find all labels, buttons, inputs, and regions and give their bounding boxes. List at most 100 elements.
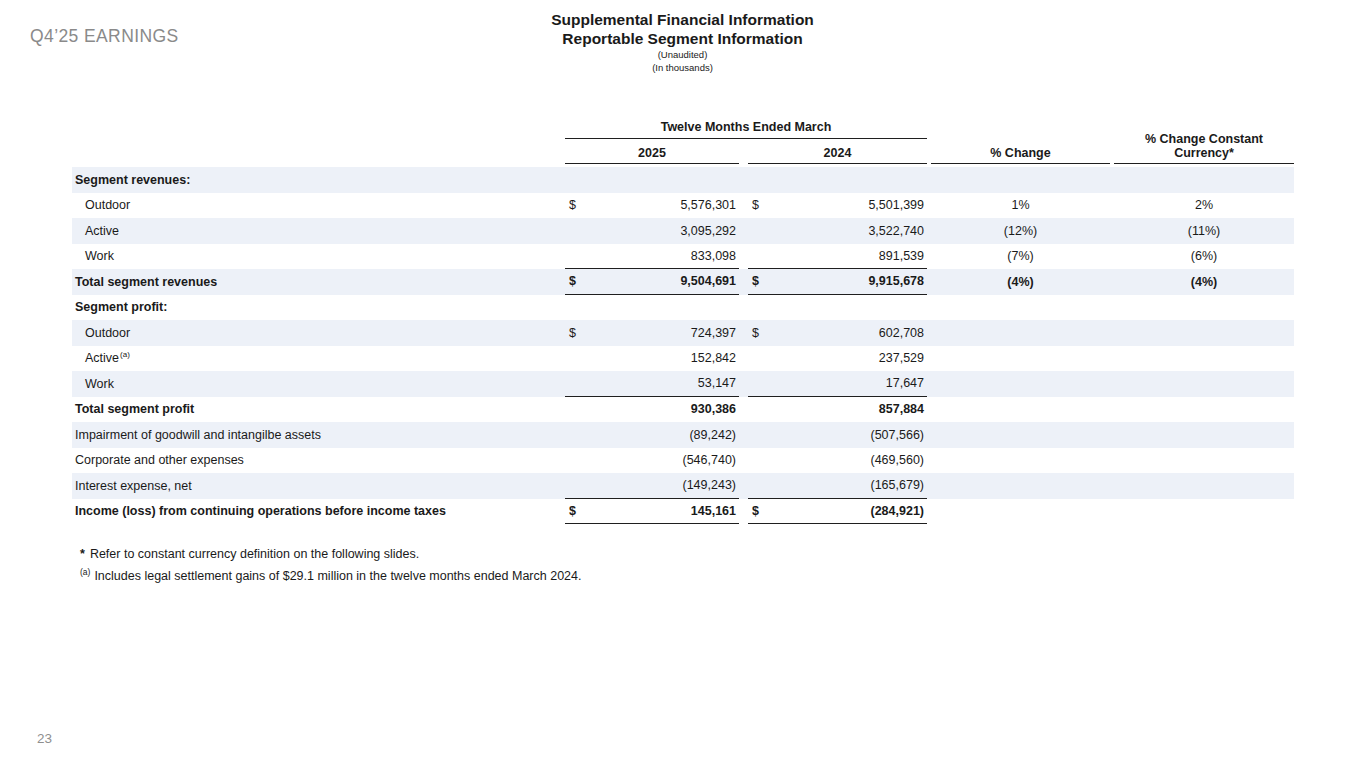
row-label: Segment profit: xyxy=(72,295,565,321)
pct-change-cc xyxy=(1114,397,1294,423)
value-2025: 152,842 xyxy=(565,346,739,372)
value-number: 3,095,292 xyxy=(680,224,736,238)
value-2025: 833,098 xyxy=(565,244,739,270)
row-label-text: Interest expense, net xyxy=(75,479,192,493)
value-number: 891,539 xyxy=(879,249,924,263)
value-number: (149,243) xyxy=(682,478,736,492)
pct-change-cc xyxy=(1114,473,1294,499)
value-number: 145,161 xyxy=(691,504,736,518)
column-gap xyxy=(739,244,748,270)
pct-change-cc xyxy=(1114,320,1294,346)
footnote-ref: (a) xyxy=(120,350,130,359)
value-2025: $145,161 xyxy=(565,499,739,525)
pct-change-cc xyxy=(1114,295,1294,321)
value-2025: (89,242) xyxy=(565,422,739,448)
table-row: Income (loss) from continuing operations… xyxy=(72,499,1294,525)
value-number: 930,386 xyxy=(691,402,736,416)
pct-change: (7%) xyxy=(931,244,1110,270)
value-number: 5,501,399 xyxy=(868,198,924,212)
value-2025: 930,386 xyxy=(565,397,739,423)
column-gap xyxy=(739,218,748,244)
row-label: Active xyxy=(72,218,565,244)
table-body: Segment revenues:Outdoor$5,576,301$5,501… xyxy=(72,167,1294,524)
dollar-sign: $ xyxy=(569,274,576,288)
value-2024 xyxy=(748,167,927,193)
header-pct-change-label: % Change xyxy=(931,146,1110,160)
value-2025: $9,504,691 xyxy=(565,269,739,295)
table-row: Total segment revenues$9,504,691$9,915,6… xyxy=(72,269,1294,295)
value-number: (469,560) xyxy=(870,453,924,467)
column-gap xyxy=(739,397,748,423)
column-gap xyxy=(739,473,748,499)
pct-change-cc: 2% xyxy=(1114,193,1294,219)
pct-change-cc xyxy=(1114,422,1294,448)
pct-change xyxy=(931,295,1110,321)
title-line-1: Supplemental Financial Information xyxy=(0,10,1365,29)
value-2024: $9,915,678 xyxy=(748,269,927,295)
dollar-sign: $ xyxy=(752,198,759,212)
value-2024: $602,708 xyxy=(748,320,927,346)
dollar-sign: $ xyxy=(569,326,576,340)
row-label: Corporate and other expenses xyxy=(72,448,565,474)
column-gap xyxy=(739,295,748,321)
pct-change xyxy=(931,167,1110,193)
table-row: Total segment profit 930,386 857,884 xyxy=(72,397,1294,423)
row-label: Work xyxy=(72,371,565,397)
value-number: 602,708 xyxy=(879,326,924,340)
value-2024 xyxy=(748,295,927,321)
value-2024: $5,501,399 xyxy=(748,193,927,219)
title-line-2: Reportable Segment Information xyxy=(0,29,1365,48)
header-pct-change: % Change xyxy=(931,117,1110,164)
value-2024: (165,679) xyxy=(748,473,927,499)
value-2025: 3,095,292 xyxy=(565,218,739,244)
pct-change-cc: (4%) xyxy=(1114,269,1294,295)
value-2024: 857,884 xyxy=(748,397,927,423)
value-number: (507,566) xyxy=(870,428,924,442)
header-2025: 2025 xyxy=(565,146,739,164)
pct-change xyxy=(931,371,1110,397)
value-number: (284,921) xyxy=(870,504,924,518)
row-label-text: Segment revenues: xyxy=(75,173,190,187)
row-label-text: Outdoor xyxy=(85,198,130,212)
pct-change-cc: (11%) xyxy=(1114,218,1294,244)
value-number: 17,647 xyxy=(886,376,924,390)
value-2024: 3,522,740 xyxy=(748,218,927,244)
row-label: Segment revenues: xyxy=(72,167,565,193)
value-number: 857,884 xyxy=(879,402,924,416)
footnote-marker: (a) xyxy=(80,567,90,577)
table-row: Outdoor$5,576,301$5,501,3991%2% xyxy=(72,193,1294,219)
pct-change-cc xyxy=(1114,371,1294,397)
row-label: Income (loss) from continuing operations… xyxy=(72,499,565,525)
footnote-marker: * xyxy=(80,547,85,561)
table-row: Active(a)152,842237,529 xyxy=(72,346,1294,372)
footnote: (a) Includes legal settlement gains of $2… xyxy=(80,565,581,587)
pct-change-cc xyxy=(1114,499,1294,525)
pct-change: (12%) xyxy=(931,218,1110,244)
value-number: 53,147 xyxy=(698,376,736,390)
pct-change xyxy=(931,422,1110,448)
row-label-text: Active xyxy=(85,351,119,365)
column-gap xyxy=(739,448,748,474)
value-2024: 891,539 xyxy=(748,244,927,270)
value-number: 9,915,678 xyxy=(868,274,924,288)
footnotes: * Refer to constant currency definition o… xyxy=(80,543,581,587)
header-label-spacer xyxy=(72,117,565,164)
pct-change-cc xyxy=(1114,346,1294,372)
column-gap xyxy=(739,269,748,295)
table-row: Corporate and other expenses(546,740)(46… xyxy=(72,448,1294,474)
footnote-text: Includes legal settlement gains of $29.1… xyxy=(94,569,581,583)
table-row: Impairment of goodwill and intangilbe as… xyxy=(72,422,1294,448)
row-label: Interest expense, net xyxy=(72,473,565,499)
footnote-text: Refer to constant currency definition on… xyxy=(90,547,419,561)
pct-change xyxy=(931,397,1110,423)
header-pct-change-cc-label: % Change Constant Currency* xyxy=(1133,132,1275,160)
header-pct-change-cc: % Change Constant Currency* xyxy=(1114,117,1294,164)
subtitle-in-thousands: (In thousands) xyxy=(0,61,1365,74)
row-label: Total segment profit xyxy=(72,397,565,423)
pct-change: (4%) xyxy=(931,269,1110,295)
column-gap xyxy=(739,346,748,372)
value-2024: 17,647 xyxy=(748,371,927,397)
row-label-text: Segment profit: xyxy=(75,300,167,314)
row-label: Total segment revenues xyxy=(72,269,565,295)
value-2024: (469,560) xyxy=(748,448,927,474)
